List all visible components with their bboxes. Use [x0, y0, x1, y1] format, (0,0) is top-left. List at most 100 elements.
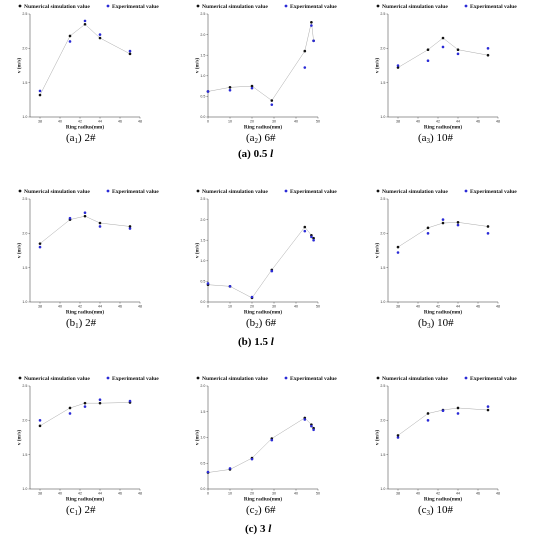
experimental-point: [68, 40, 72, 43]
x-tick-label: 48: [496, 305, 500, 309]
x-tick-label: 0: [207, 492, 209, 496]
experimental-point: [128, 49, 132, 53]
x-axis-label: Ring radius(mm): [424, 124, 462, 131]
simulation-line: [207, 226, 314, 299]
simulation-point: [83, 401, 87, 405]
y-axis-label: v (m/s): [16, 58, 23, 73]
x-tick-label: 46: [118, 492, 122, 496]
caption-a1: (a1) 2#: [66, 132, 95, 145]
legend-label-simulation: Numerical simulation value: [382, 4, 448, 10]
caption-letter: (b: [246, 317, 256, 329]
x-axis-label: Ring radius(mm): [244, 309, 282, 316]
experimental-point: [456, 412, 460, 415]
legend-marker-simulation: [196, 189, 200, 193]
experimental-point: [228, 88, 232, 92]
x-tick-label: 48: [496, 492, 500, 496]
y-axis-label: v (m/s): [374, 58, 381, 73]
x-axis-label: Ring radius(mm): [66, 124, 104, 131]
chart-c2: Numerical simulation value Experimental v…: [194, 376, 338, 503]
legend-marker-experimental: [106, 4, 110, 8]
y-axis-label: v (m/s): [374, 243, 381, 258]
caption-letter: (c: [66, 504, 75, 516]
legend-label-experimental: Experimental value: [470, 4, 517, 10]
y-tick-label: 1.0: [380, 300, 385, 304]
simulation-point: [486, 53, 490, 57]
y-tick-label: 2.5: [380, 12, 385, 16]
y-tick-label: 0.0: [200, 487, 205, 491]
x-tick-label: 48: [138, 305, 142, 309]
experimental-point: [38, 419, 42, 422]
experimental-point: [456, 223, 460, 227]
x-tick-label: 38: [38, 305, 42, 309]
caption-letter: (a: [246, 132, 255, 144]
legend-marker-simulation: [376, 376, 380, 380]
caption-letter: (a: [418, 132, 427, 144]
simulation-point: [426, 412, 430, 415]
y-tick-label: 1.5: [22, 266, 27, 270]
x-axis-label: Ring radius(mm): [424, 496, 462, 503]
legend-marker-experimental: [464, 4, 468, 8]
chart-b2: Numerical simulation value Experimental v…: [194, 189, 338, 316]
y-axis-label: v (m/s): [194, 243, 201, 258]
caption-sub: 1: [74, 509, 79, 517]
legend-marker-simulation: [18, 4, 22, 8]
legend: Numerical simulation value Experimental v…: [196, 4, 337, 10]
experimental-point: [38, 89, 42, 93]
chart-a1: Numerical simulation value Experimental v…: [16, 4, 160, 131]
legend: Numerical simulation value Experimental v…: [376, 4, 517, 10]
experimental-point: [270, 438, 274, 442]
x-tick-label: 10: [228, 492, 232, 496]
caption-letter: (c: [246, 504, 255, 516]
y-axis-label: v (m/s): [16, 430, 23, 445]
simulation-point: [456, 48, 460, 52]
y-tick-label: 2.0: [380, 232, 385, 236]
y-tick-label: 1.5: [22, 453, 27, 457]
experimental-point: [441, 218, 445, 221]
experimental-point: [303, 418, 307, 421]
experimental-point: [270, 103, 274, 106]
simulation-point: [250, 84, 254, 88]
simulation-point: [456, 221, 460, 224]
caption-sub: 3: [426, 137, 431, 145]
caption-name: ) 2#: [78, 132, 96, 144]
y-tick-label: 2.0: [200, 384, 205, 388]
simulation-point: [83, 23, 87, 26]
x-tick-label: 42: [436, 120, 440, 124]
y-tick-label: 1.0: [22, 300, 27, 304]
x-tick-label: 40: [416, 492, 420, 496]
caption-b3: (b3) 10#: [418, 317, 454, 330]
y-tick-label: 2.5: [380, 197, 385, 201]
experimental-point: [312, 238, 315, 242]
x-tick-label: 46: [476, 305, 480, 309]
y-tick-label: 2.5: [22, 197, 27, 201]
experimental-point: [426, 419, 430, 422]
legend-label-simulation: Numerical simulation value: [382, 376, 448, 382]
simulation-point: [38, 93, 42, 97]
legend-label-experimental: Experimental value: [112, 376, 159, 382]
experimental-point: [128, 227, 132, 230]
experimental-point: [206, 282, 210, 285]
caption-name: ) 2#: [78, 504, 96, 516]
simulation-point: [128, 52, 132, 56]
y-tick-label: 1.0: [22, 115, 27, 119]
simulation-line: [39, 215, 131, 244]
simulation-point: [38, 242, 42, 245]
caption-sub: 2: [255, 322, 259, 330]
experimental-point: [250, 86, 254, 90]
legend-label-experimental: Experimental value: [290, 376, 337, 382]
chart-a2: Numerical simulation value Experimental v…: [194, 4, 338, 131]
legend: Numerical simulation value Experimental v…: [18, 189, 159, 195]
caption-sub: 1: [75, 322, 79, 330]
caption-name: ) 10#: [430, 132, 453, 144]
x-tick-label: 50: [316, 305, 320, 309]
experimental-point: [310, 235, 313, 239]
x-tick-label: 40: [58, 305, 62, 309]
experimental-point: [38, 245, 42, 249]
y-tick-label: 0.5: [200, 280, 205, 284]
simulation-line: [397, 407, 489, 436]
row-caption-var: l: [270, 148, 274, 160]
x-tick-label: 40: [294, 305, 298, 309]
experimental-point: [83, 19, 87, 23]
simulation-point: [310, 20, 313, 24]
y-tick-label: 2.0: [22, 47, 27, 51]
